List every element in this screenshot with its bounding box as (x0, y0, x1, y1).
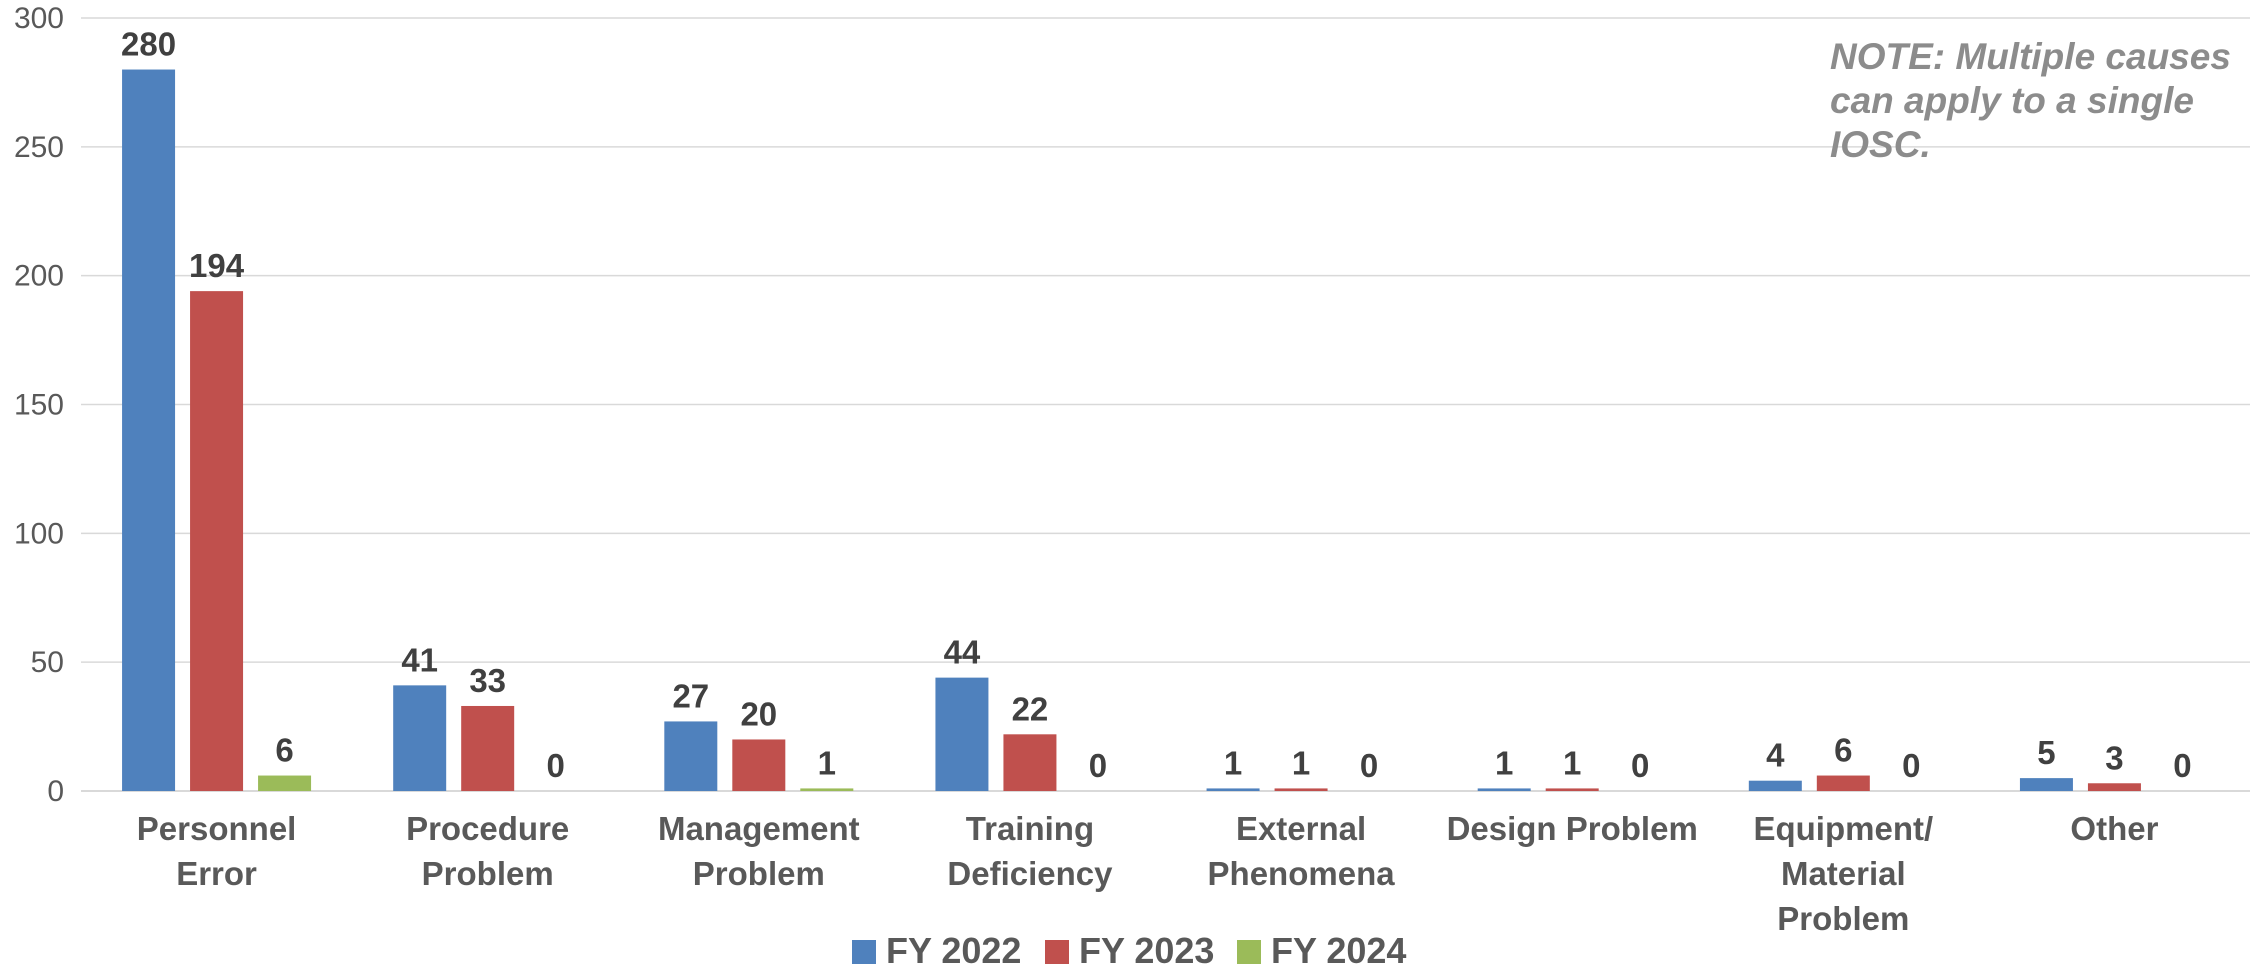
data-label: 20 (740, 695, 777, 732)
data-label: 41 (401, 641, 438, 678)
x-axis: Personnel Error Procedure Problem Management… (137, 810, 2159, 937)
bar (461, 705, 515, 791)
x-category-label: Design Problem (1447, 810, 1698, 847)
x-category-label: Training Deficiency (947, 810, 1113, 892)
bar (122, 69, 176, 792)
bar (1206, 788, 1260, 791)
bar (2019, 778, 2073, 791)
data-label: 27 (672, 677, 709, 714)
bar (800, 788, 854, 791)
data-label: 1 (1224, 744, 1242, 781)
data-label: 0 (1360, 747, 1378, 784)
legend-swatch (1237, 940, 1261, 964)
data-label: 0 (2173, 747, 2191, 784)
data-label: 1 (1292, 744, 1310, 781)
y-tick-label: 150 (14, 389, 64, 422)
data-label: 44 (944, 634, 981, 671)
data-label: 5 (2037, 734, 2055, 771)
data-label: 3 (2105, 739, 2123, 776)
y-axis: 0 50 100 150 200 250 300 (14, 2, 64, 808)
data-label: 0 (547, 747, 565, 784)
bar (190, 291, 244, 791)
y-tick-label: 100 (14, 517, 64, 550)
bar (664, 721, 718, 791)
data-label: 22 (1012, 690, 1049, 727)
data-label: 194 (189, 247, 245, 284)
bar (1274, 788, 1328, 791)
data-label: 1 (1563, 744, 1581, 781)
x-category-label: Personnel Error (137, 810, 297, 892)
data-label: 0 (1089, 747, 1107, 784)
data-label: 6 (275, 732, 293, 769)
legend-label: FY 2023 (1079, 930, 1214, 968)
x-category-label: Other (2070, 810, 2158, 847)
legend-swatch (1045, 940, 1069, 964)
data-label: 6 (1834, 732, 1852, 769)
legend-label: FY 2024 (1271, 930, 1406, 968)
note-annotation: NOTE: Multiple causes can apply to a sing… (1830, 36, 2231, 165)
bar (1003, 734, 1057, 791)
data-label: 33 (469, 662, 506, 699)
bar (1545, 788, 1599, 791)
legend-swatch (852, 940, 876, 964)
data-label: 0 (1631, 747, 1649, 784)
y-tick-label: 200 (14, 260, 64, 293)
bar (393, 685, 447, 791)
legend: FY 2022 FY 2023 FY 2024 (852, 930, 1406, 968)
x-category-label: Procedure Problem (406, 810, 569, 892)
bar (1816, 775, 1870, 791)
data-label: 1 (1495, 744, 1513, 781)
bar (935, 677, 989, 791)
bar (732, 739, 786, 791)
y-tick-label: 300 (14, 2, 64, 35)
bar (1748, 780, 1802, 791)
x-category-label: Equipment/Material Problem (1753, 810, 1933, 937)
legend-label: FY 2022 (886, 930, 1021, 968)
data-label: 1 (818, 744, 836, 781)
data-label: 280 (121, 26, 176, 63)
y-tick-label: 250 (14, 131, 64, 164)
y-tick-label: 50 (31, 646, 64, 679)
y-tick-label: 0 (47, 775, 64, 808)
data-label: 4 (1766, 737, 1785, 774)
data-labels: 280 194 6 41 33 0 27 20 1 44 22 0 1 1 0 1 1 0 4 6 0 5 3 0 (121, 26, 2192, 784)
bar (2087, 783, 2141, 791)
data-label: 0 (1902, 747, 1920, 784)
bars (122, 69, 2141, 792)
bar (258, 775, 312, 791)
x-category-label: Management Problem (658, 810, 860, 892)
x-category-label: External Phenomena (1208, 810, 1396, 892)
bar (1477, 788, 1531, 791)
